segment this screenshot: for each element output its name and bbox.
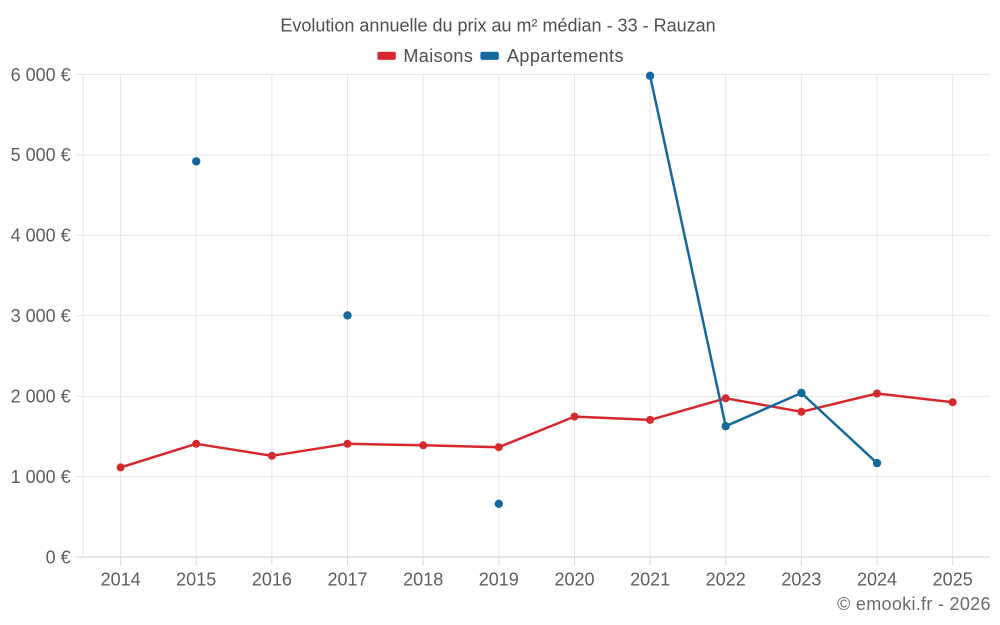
- svg-text:5 000 €: 5 000 €: [11, 145, 71, 165]
- svg-text:2 000 €: 2 000 €: [11, 387, 71, 407]
- svg-text:2020: 2020: [554, 569, 594, 589]
- svg-text:2015: 2015: [176, 569, 216, 589]
- svg-text:0 €: 0 €: [46, 547, 71, 567]
- svg-text:2016: 2016: [252, 569, 292, 589]
- svg-text:2018: 2018: [403, 569, 443, 589]
- svg-text:4 000 €: 4 000 €: [11, 226, 71, 246]
- svg-text:2019: 2019: [479, 569, 519, 589]
- svg-text:2023: 2023: [781, 569, 821, 589]
- svg-text:© emooki.fr - 2026: © emooki.fr - 2026: [837, 594, 991, 614]
- svg-text:Appartements: Appartements: [507, 46, 624, 66]
- svg-text:2021: 2021: [630, 569, 670, 589]
- svg-text:Maisons: Maisons: [403, 46, 473, 66]
- svg-text:3 000 €: 3 000 €: [11, 306, 71, 326]
- svg-text:2022: 2022: [706, 569, 746, 589]
- svg-text:2025: 2025: [933, 569, 973, 589]
- svg-text:2024: 2024: [857, 569, 897, 589]
- svg-text:1 000 €: 1 000 €: [11, 467, 71, 487]
- svg-text:2017: 2017: [327, 569, 367, 589]
- svg-text:2014: 2014: [101, 569, 141, 589]
- svg-text:Evolution annuelle du prix au: Evolution annuelle du prix au m² médian …: [280, 16, 715, 36]
- svg-text:6 000 €: 6 000 €: [11, 65, 71, 85]
